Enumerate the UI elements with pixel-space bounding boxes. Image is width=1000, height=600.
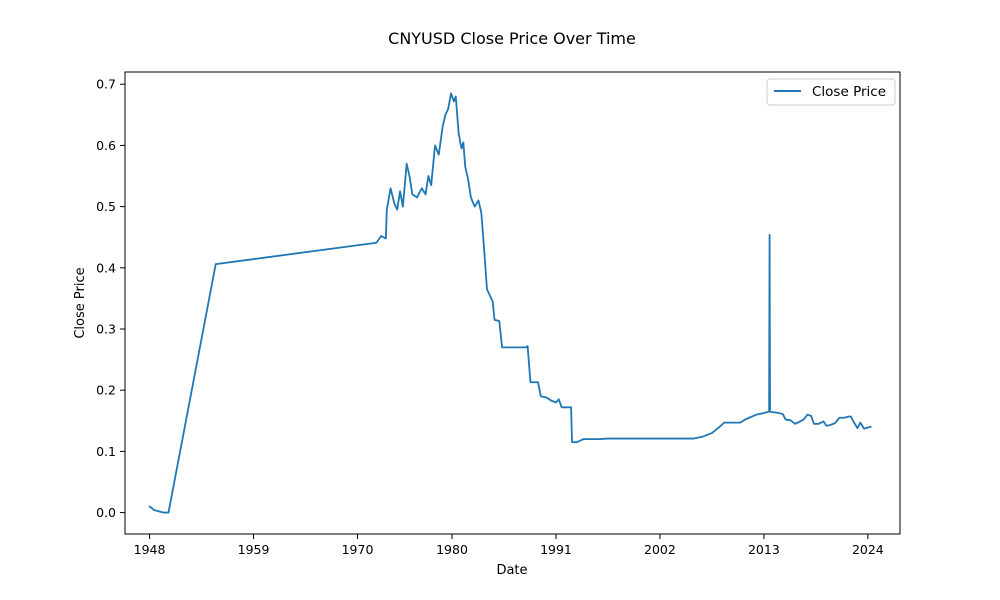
y-tick-label: 0.5 xyxy=(96,199,116,214)
x-tick-label: 1980 xyxy=(436,542,468,557)
x-tick-label: 1959 xyxy=(238,542,270,557)
plot-frame xyxy=(124,71,901,535)
x-tick-label: 2002 xyxy=(644,542,676,557)
x-tick-label: 2024 xyxy=(852,542,884,557)
x-tick-label: 1948 xyxy=(134,542,166,557)
x-tick-label: 1970 xyxy=(342,542,374,557)
y-tick-label: 0.7 xyxy=(96,77,116,92)
x-axis: 1948 1959 1970 1980 1991 2002 2013 2024 xyxy=(134,534,884,557)
y-tick-label: 0.6 xyxy=(96,138,116,153)
legend-box xyxy=(766,78,896,106)
y-tick-label: 0.2 xyxy=(96,383,116,398)
plot-area: 1948 1959 1970 1980 1991 2002 2013 2024 0.00.10… xyxy=(96,71,901,557)
legend: Close Price xyxy=(766,78,896,106)
series-line-close-price xyxy=(148,92,872,514)
x-tick-label: 2013 xyxy=(748,542,780,557)
y-tick-label: 0.3 xyxy=(96,322,116,337)
y-tick-label: 0.4 xyxy=(96,260,116,275)
y-tick-label: 0.0 xyxy=(96,505,116,520)
chart-title: CNYUSD Close Price Over Time xyxy=(388,29,636,48)
x-axis-label: Date xyxy=(496,563,527,578)
y-axis: 0.0 0.1 0.2 0.3 0.4 0.5 0.6 0.7 xyxy=(96,77,125,520)
x-tick-label: 1991 xyxy=(540,542,572,557)
series-group xyxy=(148,92,872,514)
y-axis-label: Close Price xyxy=(73,267,88,338)
y-tick-label: 0.1 xyxy=(96,444,116,459)
legend-label: Close Price xyxy=(812,84,886,100)
